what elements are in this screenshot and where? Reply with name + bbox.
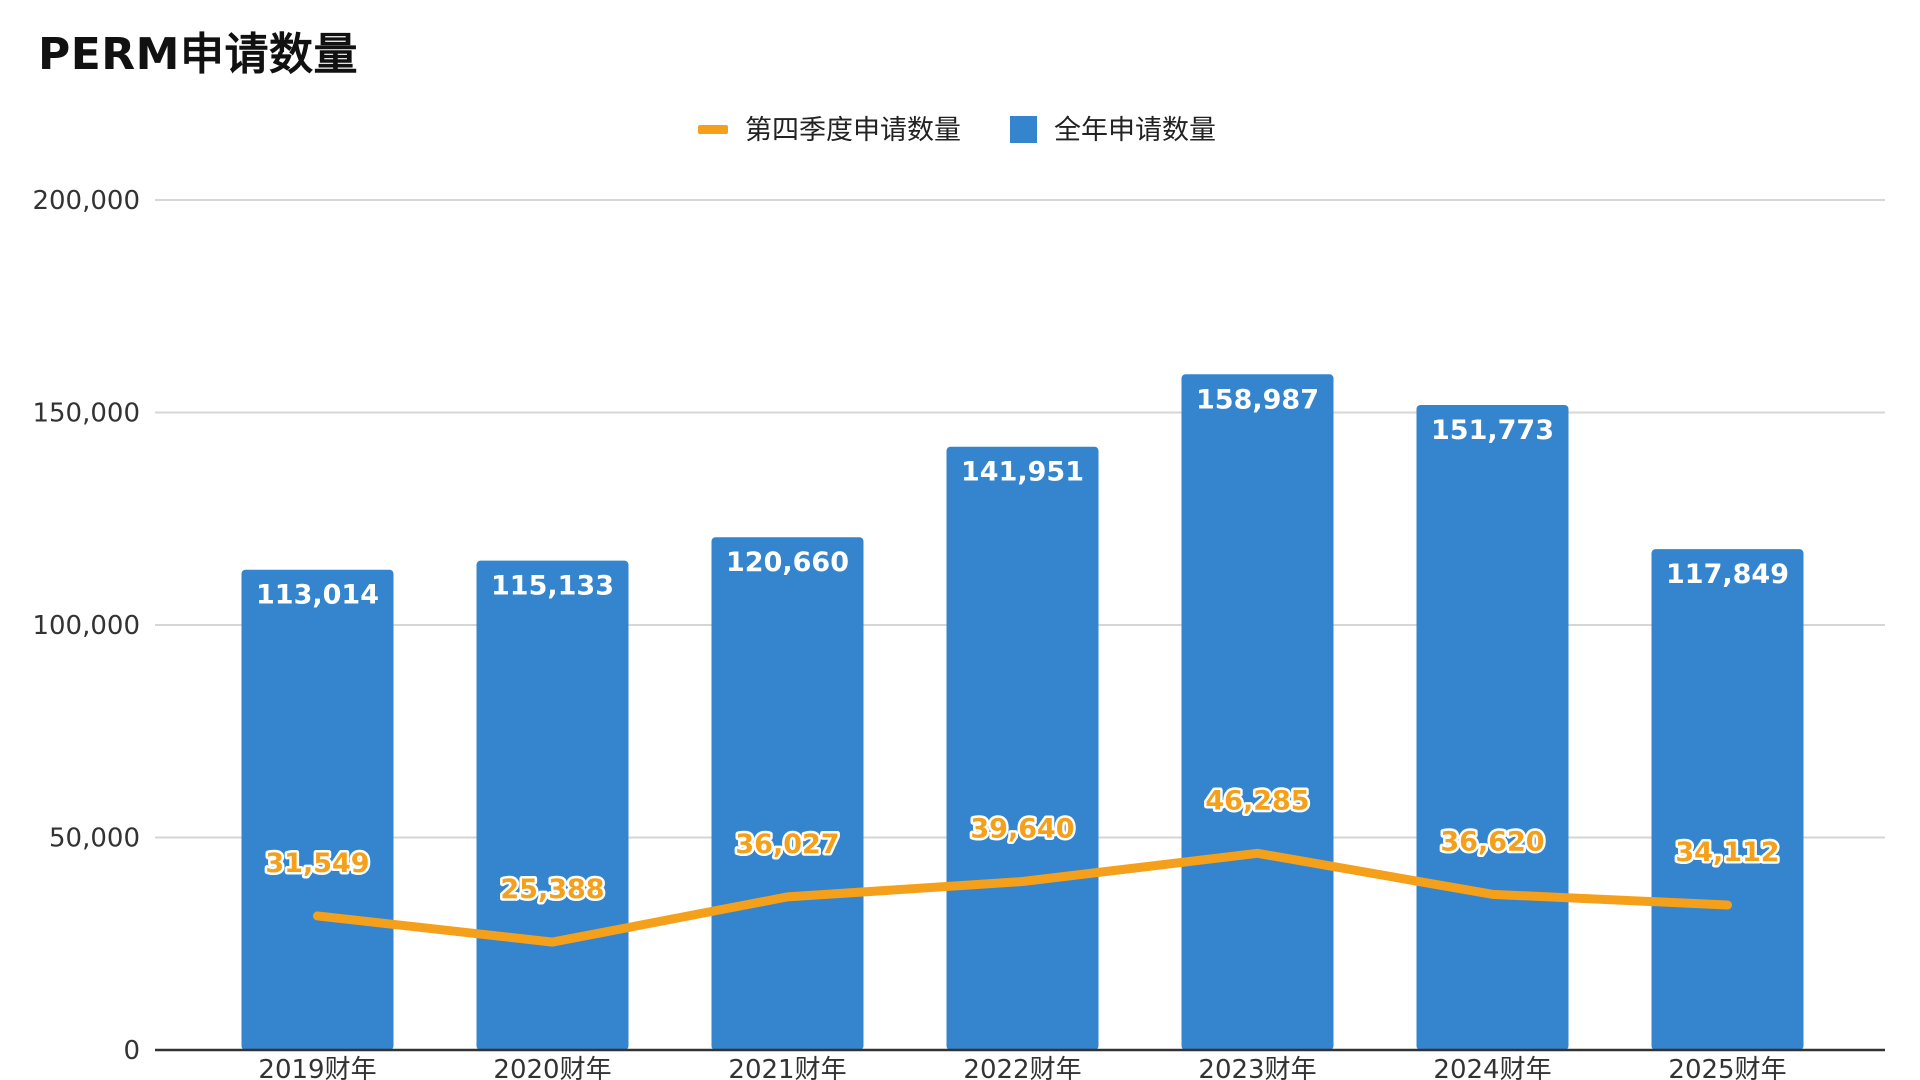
bar-value-label: 117,849	[1666, 559, 1789, 590]
x-category-label: 2019财年	[258, 1055, 376, 1080]
bar	[476, 560, 629, 1050]
y-tick-label: 50,000	[49, 824, 140, 854]
x-category-label: 2023财年	[1198, 1055, 1316, 1080]
bar	[946, 446, 1099, 1050]
legend: 第四季度申请数量 全年申请数量	[698, 115, 1216, 146]
line-value-label: 46,285	[1205, 785, 1309, 816]
line-value-label: 36,027	[735, 829, 839, 860]
line-value-label: 31,549	[265, 848, 369, 879]
line-point	[786, 895, 789, 898]
line-point	[1256, 852, 1259, 855]
line-value-label: 25,388	[500, 874, 604, 905]
bar-value-label: 120,660	[726, 547, 849, 578]
bar-value-label: 141,951	[961, 457, 1084, 488]
bar	[711, 537, 864, 1050]
legend-square-marker	[1010, 116, 1037, 143]
x-category-label: 2022财年	[963, 1055, 1081, 1080]
bar	[1651, 549, 1804, 1050]
bar	[241, 569, 394, 1050]
line-point	[551, 941, 554, 944]
y-tick-label: 0	[123, 1036, 140, 1066]
legend-label: 全年申请数量	[1054, 115, 1216, 146]
line-series	[313, 848, 1732, 947]
line-point	[316, 914, 319, 917]
line-labels: 31,549 25,388 36,027 39,640 46,285 36,620 34,1…	[263, 783, 1782, 908]
bar-value-label: 158,987	[1196, 384, 1319, 415]
chart-title: PERM申请数量	[38, 29, 358, 80]
bar-value-label: 151,773	[1431, 415, 1554, 446]
bar-labels: 113,014 115,133 120,660 141,951 158,987 151,7…	[256, 384, 1789, 610]
legend-line-marker	[698, 125, 728, 134]
line-point	[1021, 880, 1024, 883]
y-tick-label: 100,000	[32, 611, 140, 641]
y-tick-label: 200,000	[32, 186, 140, 216]
x-category-label: 2024财年	[1433, 1055, 1551, 1080]
bar	[1416, 404, 1569, 1051]
line-point	[1726, 904, 1729, 907]
line-value-label: 34,112	[1675, 837, 1779, 868]
line-value-label: 36,620	[1440, 826, 1544, 857]
y-tick-label: 150,000	[32, 399, 140, 429]
x-axis-categories: 2019财年 2020财年 2021财年 2022财年 2023财年 2024财年 2025…	[258, 1055, 1786, 1080]
x-category-label: 2020财年	[493, 1055, 611, 1080]
x-category-label: 2021财年	[728, 1055, 846, 1080]
x-category-label: 2025财年	[1668, 1055, 1786, 1080]
bar	[1181, 374, 1334, 1050]
y-axis-ticks: 0 50,000 100,000 150,000 200,000	[32, 186, 140, 1066]
bar-value-label: 115,133	[491, 571, 614, 602]
bar-value-label: 113,014	[256, 580, 379, 611]
line-point	[1491, 893, 1494, 896]
legend-label: 第四季度申请数量	[745, 115, 961, 146]
line-value-label: 39,640	[970, 814, 1074, 845]
